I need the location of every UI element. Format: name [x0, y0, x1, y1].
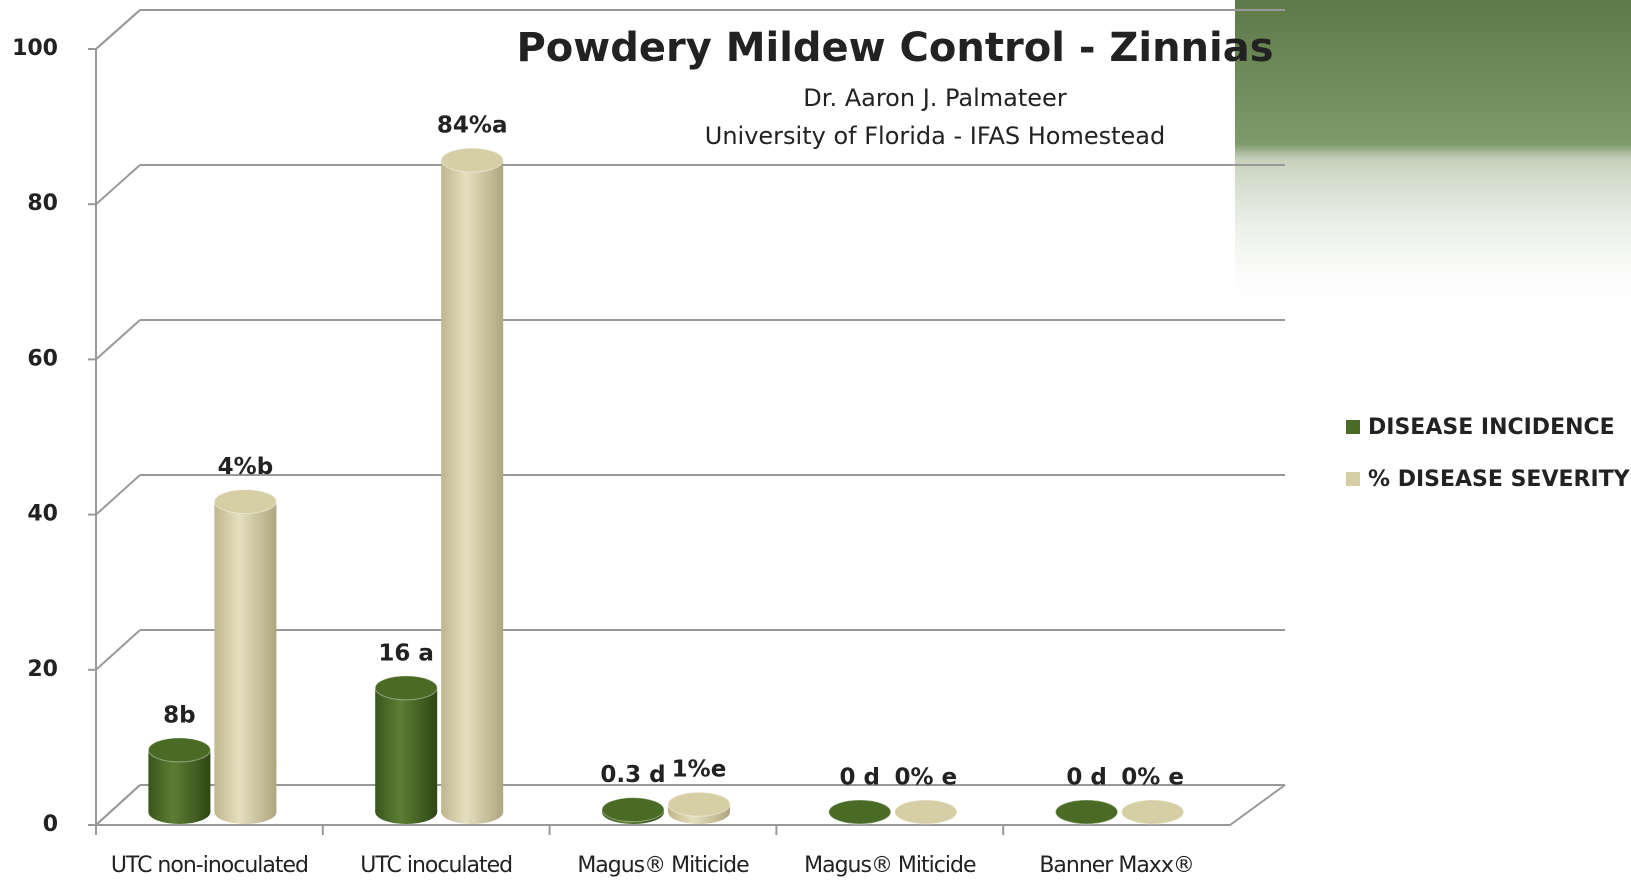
data-label: 1%e	[672, 757, 727, 783]
data-label: 0 d	[840, 765, 880, 791]
bar-cap	[147, 737, 211, 763]
grid-line	[95, 474, 141, 516]
bar-group	[1055, 799, 1119, 825]
x-tick-label: Magus® Miticide	[577, 853, 749, 878]
data-label: 16 a	[378, 640, 434, 666]
bar-group	[147, 737, 211, 824]
data-label: 0.3 d	[600, 762, 665, 788]
bar-group	[1121, 799, 1185, 825]
bar-cap	[374, 675, 438, 701]
data-label: 0 d	[1066, 765, 1106, 791]
y-tick-label: 100	[12, 36, 58, 61]
grid-line	[95, 784, 141, 826]
bar-cap	[828, 799, 892, 825]
bar-group	[894, 799, 958, 825]
y-tick-label: 20	[27, 657, 58, 682]
bar-cap	[667, 791, 731, 817]
legend-label: % DISEASE SEVERITY	[1368, 467, 1631, 492]
x-tick-label: Banner Maxx®	[1039, 853, 1194, 878]
chart-subtitle: Dr. Aaron J. Palmateer	[803, 84, 1067, 112]
bar-cap	[440, 147, 504, 173]
grid-line	[95, 629, 141, 671]
legend-swatch	[1346, 472, 1360, 486]
chart-title: Powdery Mildew Control - Zinnias	[516, 25, 1273, 71]
x-tick-label: Magus® Miticide	[804, 853, 976, 878]
chart-subtitle: University of Florida - IFAS Homestead	[705, 122, 1165, 150]
y-tick-label: 80	[27, 191, 58, 216]
grid-line	[95, 319, 141, 361]
data-label: 0% e	[894, 765, 957, 791]
data-label: 0% e	[1121, 765, 1184, 791]
legend-label: DISEASE INCIDENCE	[1368, 415, 1615, 440]
data-label: 84%a	[437, 113, 508, 139]
bar-group	[828, 799, 892, 825]
data-label: 4%b	[218, 454, 274, 480]
bar-group	[374, 675, 438, 824]
y-tick-label: 0	[43, 812, 58, 837]
y-tick-label: 60	[27, 346, 58, 371]
bar-group	[667, 791, 731, 824]
data-label: 8b	[163, 702, 195, 728]
bar-group	[213, 489, 277, 824]
bar-cap	[894, 799, 958, 825]
bar-group	[601, 797, 665, 824]
y-tick-label: 40	[27, 502, 58, 527]
bar-cap	[1055, 799, 1119, 825]
x-tick-label: UTC non-inoculated	[111, 853, 308, 878]
bar-cap	[213, 489, 277, 515]
x-tick-label: UTC inoculated	[360, 853, 512, 878]
bar	[441, 160, 504, 812]
bar-cap	[1121, 799, 1185, 825]
background-photo	[1235, 0, 1631, 320]
bar-cap	[601, 797, 665, 823]
bar-group	[440, 147, 504, 824]
grid-line	[95, 164, 141, 205]
grid-line	[95, 9, 141, 50]
bar	[375, 687, 438, 812]
legend-swatch	[1346, 420, 1360, 434]
bar	[214, 501, 277, 812]
